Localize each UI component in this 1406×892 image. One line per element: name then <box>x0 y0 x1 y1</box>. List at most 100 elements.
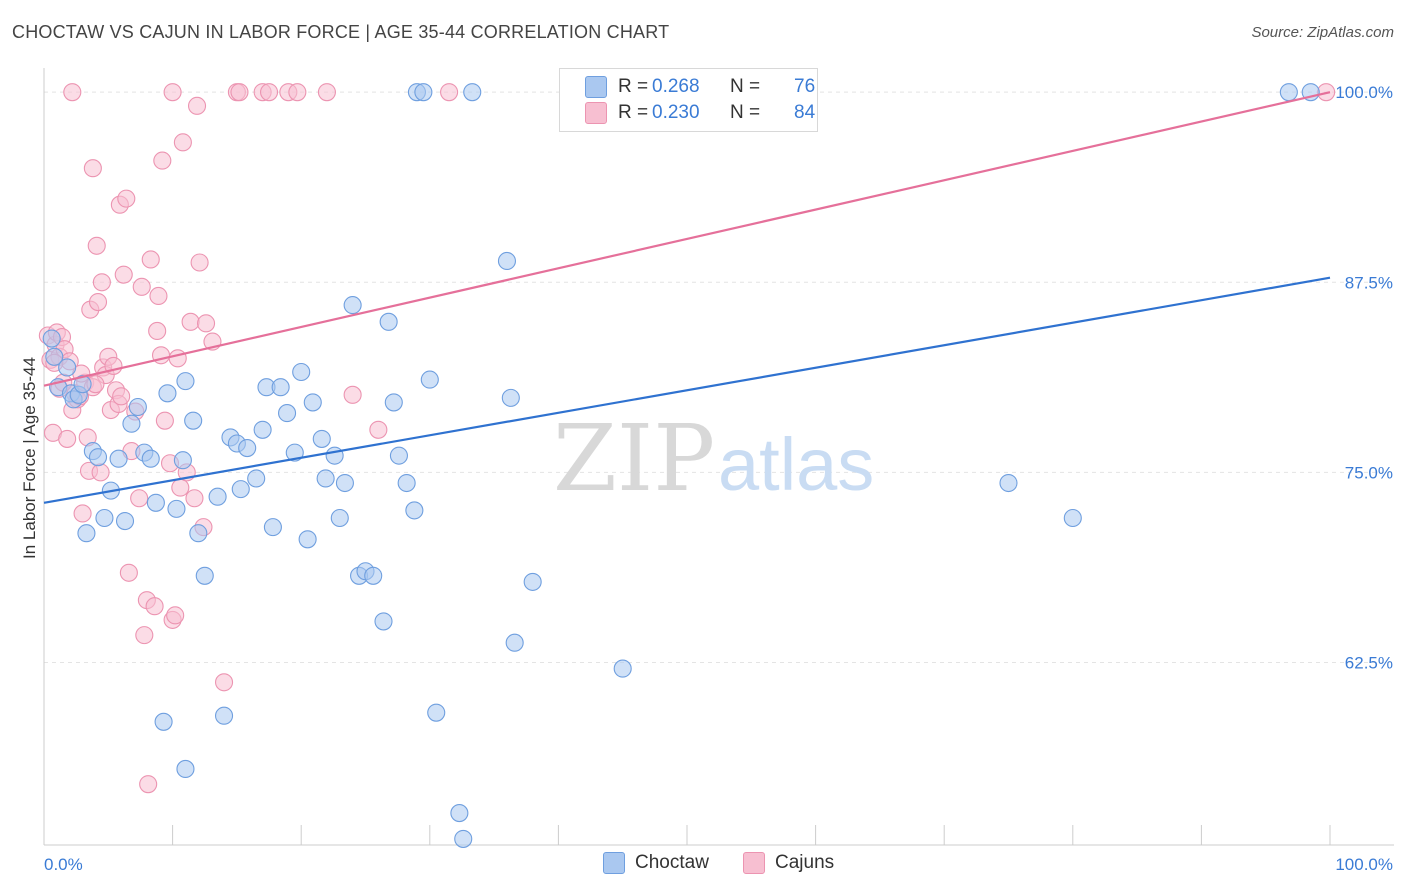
cajun-point <box>259 83 279 102</box>
choctaw-r-value: 0.268 <box>652 76 700 97</box>
cajun-point <box>185 489 204 508</box>
cajuns-r-label: R = <box>618 102 649 123</box>
cajun-point <box>149 286 168 306</box>
choctaw-point <box>1279 83 1298 102</box>
legend-item-cajuns: Cajuns <box>743 852 834 874</box>
choctaw-point <box>330 508 349 528</box>
cajun-point <box>91 463 110 482</box>
choctaw-point <box>397 473 416 493</box>
choctaw-n-value: 76 <box>794 76 816 97</box>
choctaw-point <box>195 566 214 585</box>
cajun-point <box>63 83 82 102</box>
choctaw-point <box>115 512 135 531</box>
choctaw-point <box>253 420 272 439</box>
cajun-point <box>288 83 307 102</box>
points-layer <box>38 83 1336 848</box>
choctaw-point <box>325 446 344 465</box>
x-tick-label: 0.0% <box>44 855 83 874</box>
cajun-point <box>173 133 192 152</box>
cajun-point <box>83 159 102 178</box>
cajun-point <box>343 385 362 404</box>
choctaw-point <box>505 633 524 652</box>
choctaw-point <box>405 501 424 520</box>
cajun-point <box>168 349 187 368</box>
choctaw-point <box>384 393 403 412</box>
cajun-point <box>92 273 111 292</box>
choctaw-point <box>298 530 317 549</box>
cajun-point <box>139 775 158 794</box>
legend-item-choctaw: Choctaw <box>603 852 709 874</box>
cajun-point <box>141 250 160 269</box>
choctaw-point <box>88 448 108 467</box>
choctaw-point <box>303 393 322 412</box>
cajun-point <box>145 597 164 616</box>
watermark: ZIP atlas <box>553 405 874 512</box>
legend-choctaw-swatch <box>603 852 625 874</box>
cajun-point <box>112 387 131 406</box>
source-credit: Source: ZipAtlas.com <box>1251 24 1394 41</box>
cajun-point <box>440 83 459 102</box>
choctaw-trend-line <box>43 276 1331 504</box>
watermark-atlas: atlas <box>718 423 874 506</box>
grid-layer <box>44 91 1394 663</box>
cajun-point <box>171 478 190 497</box>
cajun-point <box>58 429 77 448</box>
choctaw-point <box>278 404 297 423</box>
choctaw-point <box>189 524 208 543</box>
choctaw-point <box>285 443 304 462</box>
y-tick-label: 87.5% <box>1345 273 1393 292</box>
y-tick-label: 100.0% <box>1335 83 1393 102</box>
cajun-point <box>190 253 209 272</box>
choctaw-point <box>208 487 227 506</box>
legend-cajuns-swatch <box>743 852 765 874</box>
choctaw-point <box>173 451 192 470</box>
choctaw-swatch <box>585 76 607 98</box>
legend-bottom: Choctaw Cajuns <box>0 852 1406 878</box>
cajun-point <box>132 277 151 296</box>
choctaw-point <box>613 659 632 678</box>
choctaw-point <box>420 370 439 389</box>
cajun-point <box>163 83 182 102</box>
cajun-point <box>130 489 149 508</box>
choctaw-point <box>167 499 186 518</box>
cajun-point <box>230 83 249 102</box>
choctaw-point <box>501 388 520 407</box>
cajun-point <box>196 314 216 333</box>
choctaw-point <box>73 375 92 394</box>
legend-stats: R = 0.268 N = 76 R = 0.230 N = 84 <box>559 68 818 132</box>
choctaw-point <box>238 439 257 458</box>
cajun-point <box>369 420 388 439</box>
x-tick-label: 100.0% <box>1335 855 1393 874</box>
cajun-point <box>117 189 136 208</box>
axis-layer <box>43 68 1394 846</box>
choctaw-point <box>343 296 362 315</box>
cajuns-r-value: 0.230 <box>652 102 700 123</box>
choctaw-point <box>523 572 542 591</box>
y-tick-label: 75.0% <box>1345 463 1393 482</box>
choctaw-point <box>154 712 173 731</box>
choctaw-point <box>45 347 64 366</box>
choctaw-point <box>1063 508 1082 528</box>
choctaw-point <box>42 329 61 348</box>
choctaw-point <box>158 384 177 403</box>
cajun-point <box>119 563 138 582</box>
choctaw-point <box>146 493 165 512</box>
choctaw-point <box>122 414 141 433</box>
choctaw-point <box>141 449 160 468</box>
choctaw-n-label: N = <box>730 76 761 97</box>
choctaw-point <box>247 469 266 488</box>
choctaw-point <box>450 804 469 823</box>
cajun-point <box>153 151 172 170</box>
choctaw-point <box>95 508 114 528</box>
choctaw-point <box>176 759 195 779</box>
choctaw-point <box>184 411 203 430</box>
cajun-point <box>148 321 167 340</box>
choctaw-point <box>109 449 128 468</box>
legend-choctaw-label: Choctaw <box>635 852 709 873</box>
choctaw-point <box>364 566 383 585</box>
legend-cajuns-label: Cajuns <box>775 852 835 873</box>
tick-labels: 62.5% 75.0% 87.5% 100.0% 0.0% 100.0% <box>44 83 1393 874</box>
choctaw-point <box>176 372 195 391</box>
y-axis-label: In Labor Force | Age 35-44 <box>20 357 39 559</box>
choctaw-point <box>497 251 517 271</box>
